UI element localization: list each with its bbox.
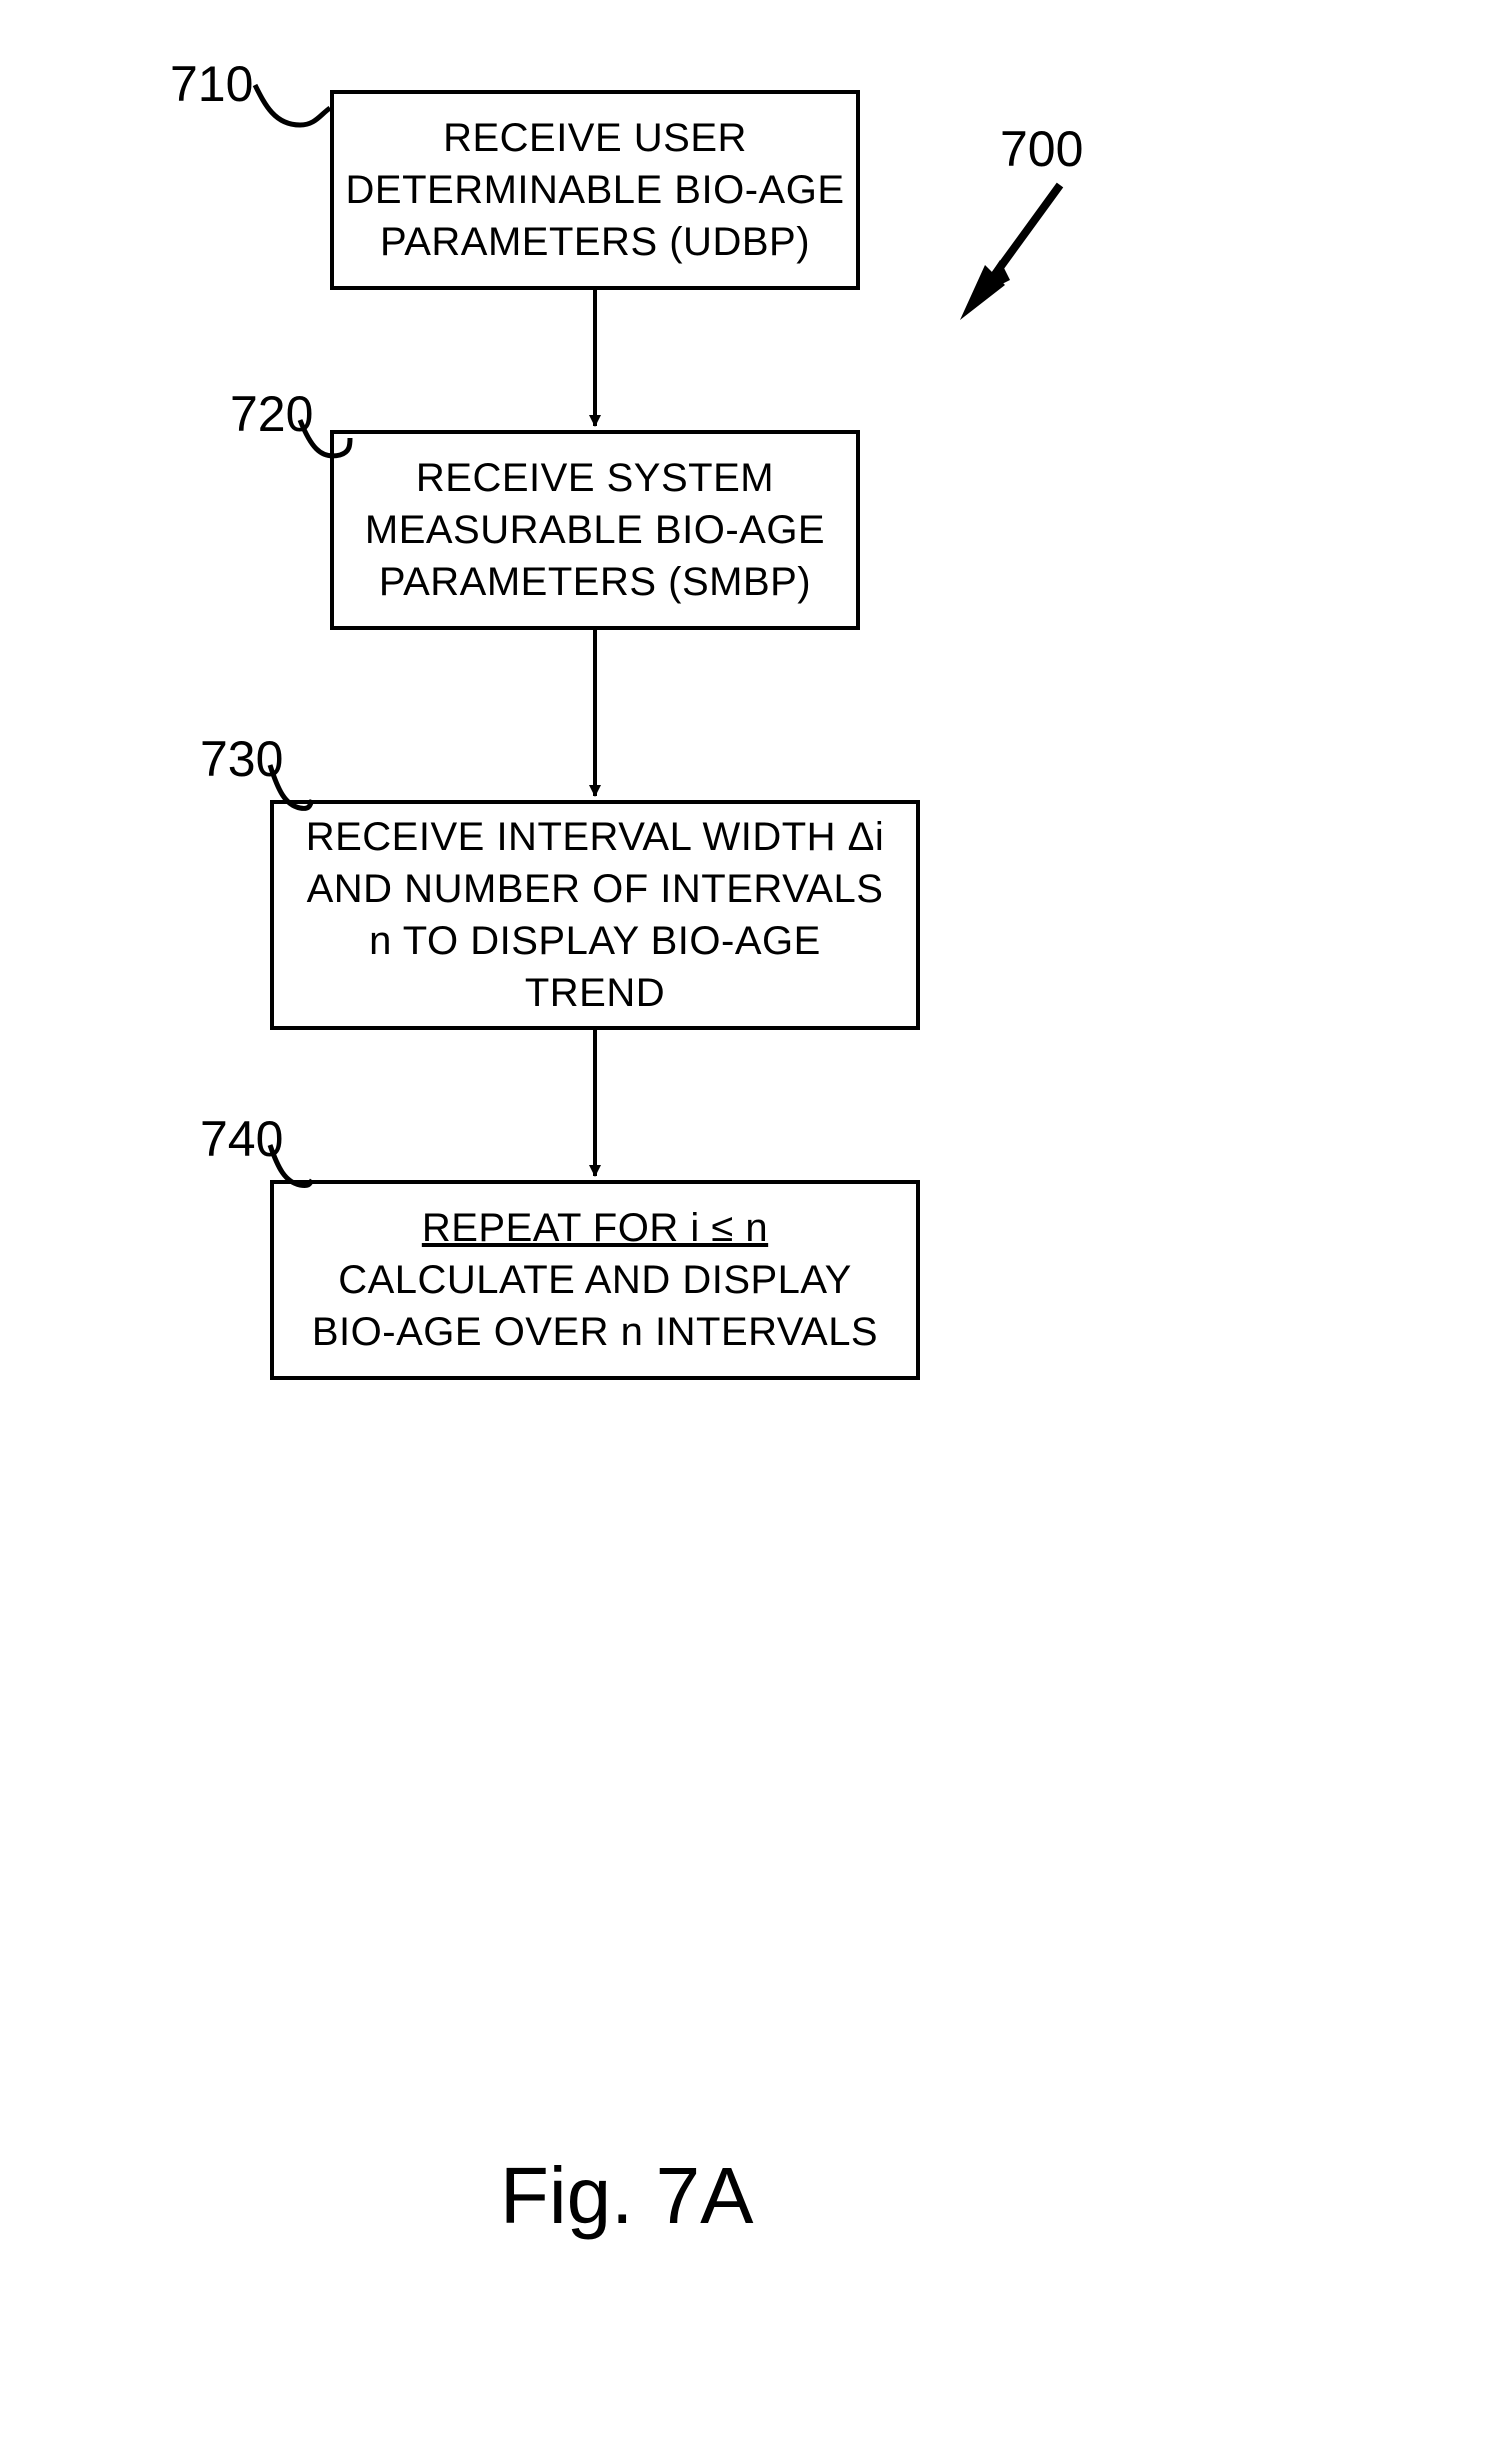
step-box-2: RECEIVE SYSTEM MEASURABLE BIO-AGE PARAME… (330, 430, 860, 630)
step-box-1: RECEIVE USER DETERMINABLE BIO-AGE PARAME… (330, 90, 860, 290)
box4-line2: CALCULATE AND DISPLAY (338, 1254, 852, 1306)
ref-700: 700 (1000, 120, 1083, 178)
box3-line2: AND NUMBER OF INTERVALS (307, 863, 884, 915)
figure-title: Fig. 7A (500, 2150, 753, 2242)
box4-line3: BIO-AGE OVER n INTERVALS (312, 1306, 878, 1358)
ref-730: 730 (200, 730, 283, 788)
step-box-4: REPEAT FOR i ≤ n CALCULATE AND DISPLAY B… (270, 1180, 920, 1380)
ref-710: 710 (170, 55, 253, 113)
ref-720: 720 (230, 385, 313, 443)
callout-710 (255, 85, 330, 125)
box4-line1: REPEAT FOR i ≤ n (422, 1202, 768, 1254)
box2-line3: PARAMETERS (SMBP) (379, 556, 811, 608)
ref-740: 740 (200, 1110, 283, 1168)
box1-line2: DETERMINABLE BIO-AGE (346, 164, 845, 216)
box1-line1: RECEIVE USER (443, 112, 747, 164)
pointer-700 (960, 185, 1060, 320)
box3-line1: RECEIVE INTERVAL WIDTH Δi (306, 811, 885, 863)
step-box-3: RECEIVE INTERVAL WIDTH Δi AND NUMBER OF … (270, 800, 920, 1030)
box3-line4: TREND (525, 967, 665, 1019)
box1-line3: PARAMETERS (UDBP) (380, 216, 810, 268)
flowchart-container: 700 710 720 730 740 RECEIVE USER DETERMI… (0, 0, 1495, 2463)
box2-line1: RECEIVE SYSTEM (416, 452, 774, 504)
box2-line2: MEASURABLE BIO-AGE (365, 504, 825, 556)
box3-line3: n TO DISPLAY BIO-AGE (369, 915, 821, 967)
